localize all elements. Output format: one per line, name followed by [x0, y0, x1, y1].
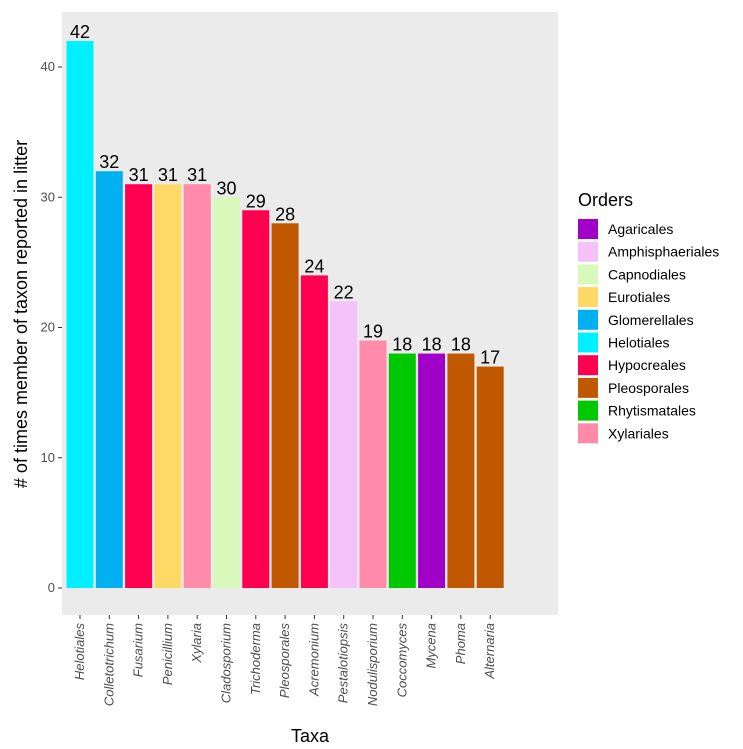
- legend-swatch: [578, 264, 598, 285]
- legend-swatch: [578, 241, 598, 262]
- legend-label: Agaricales: [608, 221, 673, 237]
- x-axis: Helotiales Colletotrichum Fusarium Penicill…: [72, 615, 497, 706]
- legend-label: Rhytismatales: [608, 403, 696, 419]
- x-tick-label: Mycena: [424, 623, 439, 669]
- data-label: 31: [158, 165, 178, 185]
- y-axis: 0 10 20 30 40: [41, 59, 62, 595]
- x-axis-title: Taxa: [291, 726, 330, 746]
- bar-xylaria: [183, 184, 211, 588]
- data-label: 18: [422, 335, 442, 355]
- x-tick-label: Trichoderma: [248, 623, 263, 695]
- legend-label: Hypocreales: [608, 357, 686, 373]
- bar-colletotrichum: [95, 171, 123, 588]
- bar-fusarium: [125, 184, 153, 588]
- bar-nodulisporium: [359, 340, 387, 588]
- legend-label: Pleosporales: [608, 380, 689, 396]
- x-tick-label: Nodulisporium: [365, 623, 380, 706]
- x-tick-label: Coccomyces: [394, 623, 409, 698]
- x-tick-label: Acremonium: [306, 623, 321, 697]
- bar-penicillium: [154, 184, 182, 588]
- x-tick-label: Phoma: [453, 623, 468, 664]
- x-tick-label: Alternaria: [482, 623, 497, 680]
- bar-helotiales: [66, 40, 94, 588]
- x-tick-label: Fusarium: [131, 623, 146, 677]
- data-label: 18: [451, 335, 471, 355]
- y-tick-label: 20: [41, 320, 55, 335]
- legend-title: Orders: [578, 190, 633, 210]
- legend-label: Helotiales: [608, 335, 669, 351]
- legend: Orders Agaricales Amphisphaeriales Capnodi…: [578, 190, 719, 444]
- data-labels: 42 32 31 31 31 30 29 28 24 22 19 18 18 18 17: [70, 22, 500, 368]
- x-tick-label: Cladosporium: [219, 623, 234, 703]
- legend-label: Glomerellales: [608, 312, 694, 328]
- data-label: 29: [246, 191, 266, 211]
- x-tick-label: Pleosporales: [277, 623, 292, 699]
- data-label: 42: [70, 22, 90, 42]
- legend-swatch: [578, 287, 598, 308]
- x-tick-label: Pestalotiopsis: [336, 623, 351, 704]
- bar-cladosporium: [213, 197, 240, 588]
- x-tick-label: Xylaria: [189, 623, 204, 664]
- bar-mycena: [418, 353, 446, 588]
- data-label: 31: [129, 165, 149, 185]
- bar-alternaria: [476, 366, 504, 588]
- bars: [66, 40, 504, 589]
- data-label: 32: [99, 152, 119, 172]
- x-tick-label: Helotiales: [72, 623, 87, 681]
- data-label: 22: [334, 282, 354, 302]
- legend-label: Capnodiales: [608, 266, 686, 282]
- legend-label: Amphisphaeriales: [608, 244, 719, 260]
- legend-label: Eurotiales: [608, 289, 670, 305]
- data-label: 19: [363, 322, 383, 342]
- data-label: 17: [480, 348, 500, 368]
- legend-swatch: [578, 309, 598, 330]
- y-axis-title: # of times member of taxon reported in l…: [11, 140, 31, 488]
- bar-pestalotiopsis: [330, 301, 358, 588]
- legend-swatch: [578, 219, 598, 239]
- data-label: 24: [304, 256, 324, 276]
- y-tick-label: 10: [41, 450, 55, 465]
- legend-swatch: [578, 423, 598, 444]
- y-tick-label: 40: [41, 59, 55, 74]
- data-label: 30: [216, 178, 236, 198]
- bar-pleosporales: [271, 223, 299, 589]
- data-label: 31: [187, 165, 207, 185]
- data-label: 18: [392, 335, 412, 355]
- y-tick-label: 0: [48, 580, 55, 595]
- legend-label: Xylariales: [608, 425, 669, 441]
- x-tick-label: Penicillium: [160, 623, 175, 685]
- x-tick-label: Colletotrichum: [101, 623, 116, 706]
- bar-trichoderma: [242, 210, 270, 588]
- bar-coccomyces: [388, 353, 416, 588]
- legend-swatch: [578, 355, 598, 376]
- legend-swatch: [578, 332, 598, 353]
- y-tick-label: 30: [41, 189, 55, 204]
- bar-acremonium: [300, 275, 328, 588]
- legend-swatch: [578, 377, 598, 398]
- data-label: 28: [275, 204, 295, 224]
- bar-phoma: [447, 353, 475, 588]
- legend-swatch: [578, 400, 598, 421]
